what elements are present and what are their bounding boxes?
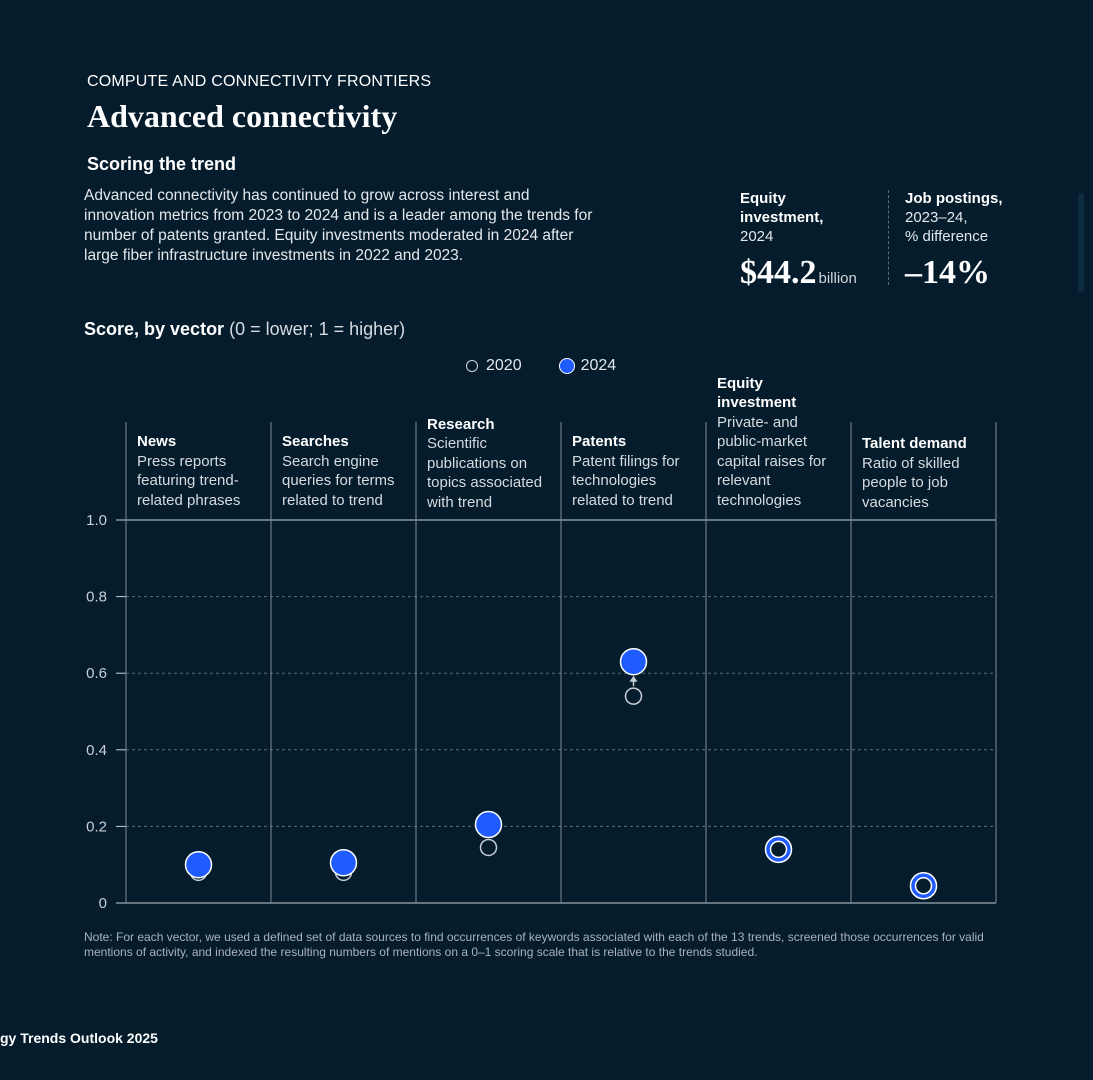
column-description: Patent filings for technologies related … xyxy=(572,452,680,509)
scrollbar[interactable] xyxy=(1078,193,1084,293)
point-2020 xyxy=(479,838,498,857)
column-header-searches: Searches Search engine queries for terms … xyxy=(282,432,411,510)
legend-2024-marker xyxy=(558,358,575,374)
legend-2020-label: 2020 xyxy=(486,357,522,374)
y-tick-label: 0.2 xyxy=(86,818,107,835)
column-description: Search engine queries for terms related … xyxy=(282,452,395,509)
point-2024 xyxy=(619,647,648,676)
column-header-equity-investment: Equity investment Private- and public-mar… xyxy=(717,374,846,511)
chart-legend: 2020 2024 xyxy=(466,357,616,375)
point-2020 xyxy=(769,840,788,859)
column-description: Private- and public-market capital raise… xyxy=(717,413,827,509)
jobs-label-years: 2023–24, xyxy=(905,209,968,226)
chart-title-bold: Score, by vector xyxy=(84,319,225,339)
column-header-news: News Press reports featuring trend-relate… xyxy=(137,432,266,510)
column-heading: Research xyxy=(427,415,495,433)
legend-2024-label: 2024 xyxy=(580,357,617,374)
chart-note: Note: For each vector, we used a defined… xyxy=(84,930,984,959)
y-tick-label: 0.4 xyxy=(86,742,107,759)
section-subtitle: Scoring the trend xyxy=(87,154,237,174)
equity-value: $44.2 xyxy=(740,254,817,291)
legend-2020-marker xyxy=(466,360,478,372)
stats-divider xyxy=(888,190,889,285)
column-heading: Patents xyxy=(572,433,627,450)
jobs-label-diff: % difference xyxy=(905,228,989,245)
job-postings-stat: Job postings, 2023–24, % difference –14% xyxy=(905,189,1003,292)
y-tick-label: 1.0 xyxy=(86,512,107,529)
column-description: Press reports featuring trend-related ph… xyxy=(137,452,241,509)
section-kicker: COMPUTE AND CONNECTIVITY FRONTIERS xyxy=(87,73,432,90)
y-tick-label: 0.6 xyxy=(86,665,107,682)
chart-title-scale: (0 = lower; 1 = higher) xyxy=(229,319,406,339)
footer-title: gy Trends Outlook 2025 xyxy=(0,1030,158,1046)
point-2020 xyxy=(914,877,933,895)
column-description: Ratio of skilled people to job vacancies xyxy=(862,454,960,511)
chart-title: Score, by vector (0 = lower; 1 = higher) xyxy=(84,319,405,340)
change-arrow-head xyxy=(629,675,638,682)
point-2024 xyxy=(329,849,358,877)
column-description: Scientific publications on topics associ… xyxy=(427,435,543,511)
equity-label-1: Equity xyxy=(740,190,786,207)
equity-label-2: investment, xyxy=(740,209,824,226)
point-2024 xyxy=(474,810,503,839)
y-tick-label: 0.8 xyxy=(86,589,107,606)
trend-description: Advanced connectivity has continued to g… xyxy=(84,187,593,264)
column-header-talent-demand: Talent demand Ratio of skilled people to … xyxy=(862,434,991,512)
equity-label-year: 2024 xyxy=(740,228,774,245)
column-header-research: Research Scientific publications on topic… xyxy=(427,415,556,513)
point-2020 xyxy=(624,687,643,705)
column-heading: News xyxy=(137,433,177,450)
jobs-value: –14% xyxy=(905,254,990,291)
page-title: Advanced connectivity xyxy=(87,98,398,134)
jobs-label: Job postings, xyxy=(905,190,1003,207)
column-heading: Equity investment xyxy=(717,374,797,412)
column-heading: Talent demand xyxy=(862,435,967,452)
column-header-patents: Patents Patent filings for technologies r… xyxy=(572,432,701,510)
y-tick-label: 0 xyxy=(99,895,107,912)
point-2024 xyxy=(184,850,213,879)
equity-unit: billion xyxy=(818,270,857,287)
column-heading: Searches xyxy=(282,433,349,450)
equity-investment-stat: Equity investment, 2024 $44.2 billion xyxy=(740,189,857,292)
